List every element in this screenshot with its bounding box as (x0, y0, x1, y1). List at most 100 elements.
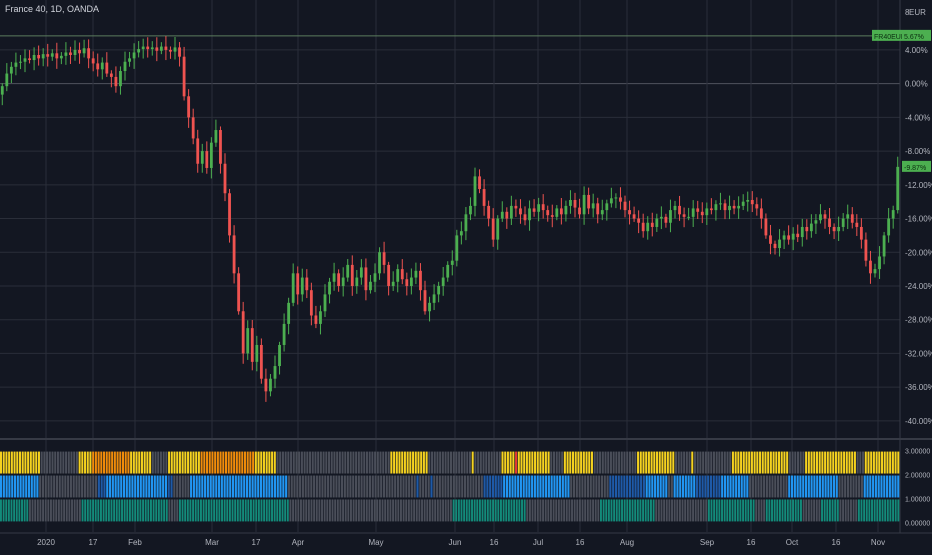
indicator-stripe-bottom (815, 499, 818, 522)
indicator-stripe-middle (61, 475, 64, 498)
indicator-stripe-middle (170, 475, 173, 498)
indicator-stripe-middle (310, 475, 313, 498)
indicator-stripe-top (742, 451, 745, 474)
indicator-stripe-bottom (544, 499, 547, 522)
indicator-stripe-bottom (623, 499, 626, 522)
candle-body (387, 264, 391, 286)
indicator-stripe-bottom (131, 499, 134, 522)
indicator-stripe-top (314, 451, 317, 474)
price-axis[interactable]: 4.00% 0.00% -4.00% -8.00% -12.00% -16.00% -20.… (905, 8, 932, 527)
indicator-stripe-middle (723, 475, 727, 498)
indicator-stripe-middle (804, 475, 808, 498)
indicator-stripe-top (577, 451, 580, 474)
candle-body (119, 71, 122, 87)
indicator-stripe-bottom (639, 499, 642, 522)
candle-body (405, 279, 409, 286)
indicator-stripe-bottom (578, 499, 581, 522)
indicator-stripe-middle (441, 475, 444, 498)
indicator-stripe-top (794, 451, 797, 474)
indicator-stripe-top (582, 451, 585, 474)
indicator-stripe-bottom (539, 499, 542, 522)
indicator-stripe-middle (139, 475, 142, 498)
indicator-stripe-bottom (413, 499, 416, 522)
indicator-stripe-middle (408, 475, 411, 498)
indicator-stripe-bottom (621, 499, 623, 522)
candle-body (659, 216, 663, 219)
indicator-stripe-top (406, 451, 409, 474)
indicator-stripe-bottom (663, 499, 666, 522)
indicator-stripe-bottom (165, 499, 168, 522)
indicator-stripe-middle (282, 475, 285, 498)
indicator-stripe-middle (447, 475, 450, 498)
candle-body (337, 273, 341, 286)
indicator-stripe-top (121, 451, 124, 474)
candle-body (182, 56, 186, 97)
indicator-stripe-middle (670, 475, 673, 498)
indicator-stripe-middle (500, 475, 503, 498)
indicator-stripe-middle (327, 475, 330, 498)
indicator-stripe-top (650, 451, 653, 474)
indicator-stripe-middle (106, 475, 109, 498)
indicator-stripe-middle (357, 475, 360, 498)
indicator-stripe-middle (746, 475, 749, 498)
indicator-stripe-middle (592, 475, 595, 498)
indicator-stripe-top (645, 451, 648, 474)
indicator-stripe-top (542, 451, 545, 474)
candle-body (87, 48, 91, 59)
candle-body (109, 73, 113, 77)
indicator-stripe-middle (240, 475, 243, 498)
indicator-stripe-top (642, 451, 645, 474)
indicator-stripe-top (181, 451, 184, 474)
candle-body (732, 205, 736, 209)
indicator-stripe-bottom (650, 499, 652, 522)
indicator-stripe-middle (863, 475, 866, 498)
indicator-stripe-top (780, 451, 783, 474)
indicator-stripe-bottom (336, 499, 339, 522)
candle-body (837, 226, 841, 232)
reference-value-box (902, 29, 931, 41)
indicator-stripe-middle (346, 475, 349, 498)
indicator-stripe-top (677, 451, 680, 474)
indicator-stripe-middle (273, 475, 277, 498)
indicator-stripe-middle (159, 475, 162, 498)
indicator-stripe-top (788, 451, 791, 474)
candle-body (655, 218, 659, 227)
indicator-stripe-bottom (5, 499, 8, 522)
indicator-stripe-middle (693, 475, 696, 498)
indicator-stripe-middle (128, 475, 131, 498)
indicator-stripe-middle (807, 475, 810, 498)
indicator-stripe-bottom (226, 499, 229, 522)
indicator-stripe-top (626, 451, 629, 474)
indicator-stripe-bottom (118, 499, 121, 522)
indicator-stripe-bottom (721, 499, 723, 522)
indicator-stripe-top (479, 451, 482, 474)
indicator-stripe-bottom (818, 499, 821, 522)
indicator-stripe-bottom (486, 499, 489, 522)
candle-body (637, 218, 641, 223)
indicator-stripe-bottom (268, 499, 271, 522)
indicator-stripe-middle (290, 475, 293, 498)
indicator-stripe-middle (318, 475, 321, 498)
indicator-stripe-bottom (673, 499, 676, 522)
indicator-stripe-top (249, 451, 252, 474)
indicator-stripe-top (287, 451, 290, 474)
candle-body (896, 166, 900, 211)
indicator-stripe-middle (458, 475, 461, 498)
indicator-stripe-top (775, 451, 778, 474)
indicator-stripe-top (525, 451, 528, 474)
indicator-stripe-bottom (597, 499, 600, 522)
indicator-stripe-bottom (386, 499, 389, 522)
indicator-stripe-top (230, 451, 233, 474)
indicator-stripe-middle (830, 475, 833, 498)
candle-body (855, 222, 859, 227)
indicator-stripe-top (225, 451, 228, 474)
indicator-stripe-top (702, 451, 705, 474)
candle-body (23, 58, 27, 62)
indicator-stripe-top (531, 451, 534, 474)
indicator-stripe-top (363, 451, 366, 474)
indicator-stripe-bottom (157, 499, 160, 522)
time-axis[interactable]: 2020 17 Feb Mar 17 Apr May Jun 16 Jul 16 Aug Sep 16 Oc… (37, 538, 885, 547)
indicator-stripe-bottom (492, 499, 495, 522)
candle-body (423, 290, 427, 312)
